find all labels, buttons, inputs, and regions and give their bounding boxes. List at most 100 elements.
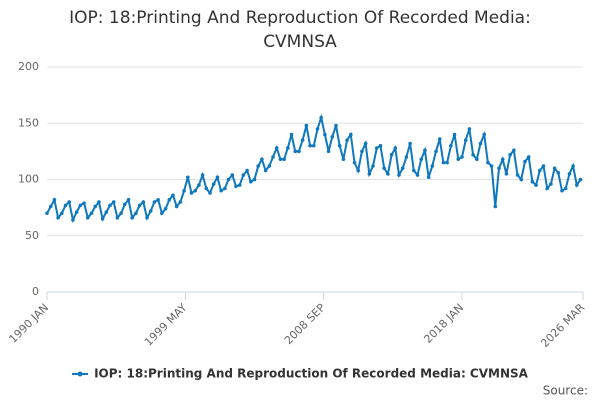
data-point xyxy=(567,172,572,176)
data-point xyxy=(515,173,520,177)
data-point xyxy=(89,211,94,216)
data-point xyxy=(441,160,446,165)
data-point xyxy=(311,143,316,148)
data-point xyxy=(426,175,431,180)
data-point xyxy=(537,168,542,173)
legend-marker xyxy=(77,371,83,377)
data-point xyxy=(578,177,583,182)
data-point xyxy=(145,215,149,220)
data-point xyxy=(534,183,538,187)
data-point xyxy=(345,138,349,142)
data-point xyxy=(304,123,309,128)
data-point xyxy=(260,157,264,162)
data-point xyxy=(230,173,235,177)
data-point xyxy=(123,202,127,207)
data-point xyxy=(267,164,272,168)
data-point xyxy=(404,155,409,159)
data-point xyxy=(560,188,564,193)
data-point xyxy=(204,186,209,191)
data-point xyxy=(449,143,453,148)
data-point xyxy=(412,168,416,173)
data-point xyxy=(504,172,509,176)
data-point xyxy=(71,218,75,222)
data-point xyxy=(252,177,257,182)
x-tick-label: 2018 JAN xyxy=(421,301,466,346)
data-point xyxy=(437,137,442,141)
data-point xyxy=(174,204,179,209)
data-point xyxy=(248,179,253,184)
data-point xyxy=(330,134,335,139)
data-point xyxy=(467,127,472,131)
data-point xyxy=(130,215,135,220)
data-point xyxy=(419,157,424,162)
data-point xyxy=(211,182,216,186)
data-point xyxy=(367,172,372,176)
data-point xyxy=(512,148,516,153)
data-point xyxy=(415,173,420,177)
data-point xyxy=(541,164,546,168)
data-point xyxy=(326,149,331,154)
data-point xyxy=(552,166,557,171)
data-point xyxy=(52,197,57,202)
data-point xyxy=(104,210,109,214)
data-point xyxy=(571,164,575,168)
data-point xyxy=(393,146,398,150)
data-point xyxy=(85,215,90,220)
data-point xyxy=(156,197,160,202)
data-point xyxy=(297,149,301,154)
data-point xyxy=(400,166,405,171)
data-point xyxy=(352,160,357,165)
data-point xyxy=(493,204,498,209)
data-point xyxy=(349,132,353,137)
data-point xyxy=(274,146,279,150)
data-point xyxy=(293,149,298,154)
data-point xyxy=(363,141,368,146)
data-point xyxy=(78,203,83,208)
data-point xyxy=(115,215,120,220)
data-point xyxy=(226,177,231,182)
data-point xyxy=(263,168,268,173)
data-point xyxy=(241,173,246,177)
data-point xyxy=(185,175,190,180)
data-point xyxy=(563,186,568,191)
y-tick-label: 0 xyxy=(32,285,39,298)
x-tick-label: 1999 MAY xyxy=(142,301,190,349)
data-point xyxy=(167,197,172,202)
data-point xyxy=(423,148,427,153)
data-point xyxy=(141,200,146,204)
data-point xyxy=(223,186,227,191)
data-point xyxy=(100,217,105,221)
data-point xyxy=(341,157,346,162)
data-point xyxy=(500,157,505,162)
data-point xyxy=(549,182,553,186)
data-point xyxy=(478,141,483,146)
data-point xyxy=(382,166,386,171)
data-point xyxy=(460,155,464,159)
y-tick-label: 50 xyxy=(25,229,39,242)
data-point xyxy=(193,188,198,193)
data-point xyxy=(67,200,72,204)
data-point xyxy=(171,193,175,198)
chart-title: IOP: 18:Printing And Reproduction Of Rec… xyxy=(69,8,531,52)
data-point xyxy=(334,123,338,128)
data-point xyxy=(519,177,524,182)
data-point xyxy=(300,138,305,142)
data-point xyxy=(371,164,375,168)
data-point xyxy=(282,157,286,162)
data-point xyxy=(397,173,401,177)
data-point xyxy=(452,132,457,137)
x-tick-label: 2026 MAR xyxy=(538,301,587,350)
data-point xyxy=(356,168,361,173)
data-point xyxy=(378,143,383,148)
x-tick-label: 1990 JAN xyxy=(6,301,51,346)
data-point xyxy=(286,146,290,150)
data-point xyxy=(208,191,212,195)
data-point xyxy=(126,197,131,202)
data-point xyxy=(289,132,294,137)
data-point xyxy=(482,132,486,137)
data-point xyxy=(148,209,153,213)
data-point xyxy=(374,146,379,150)
data-point xyxy=(445,160,449,165)
data-point xyxy=(430,164,435,168)
